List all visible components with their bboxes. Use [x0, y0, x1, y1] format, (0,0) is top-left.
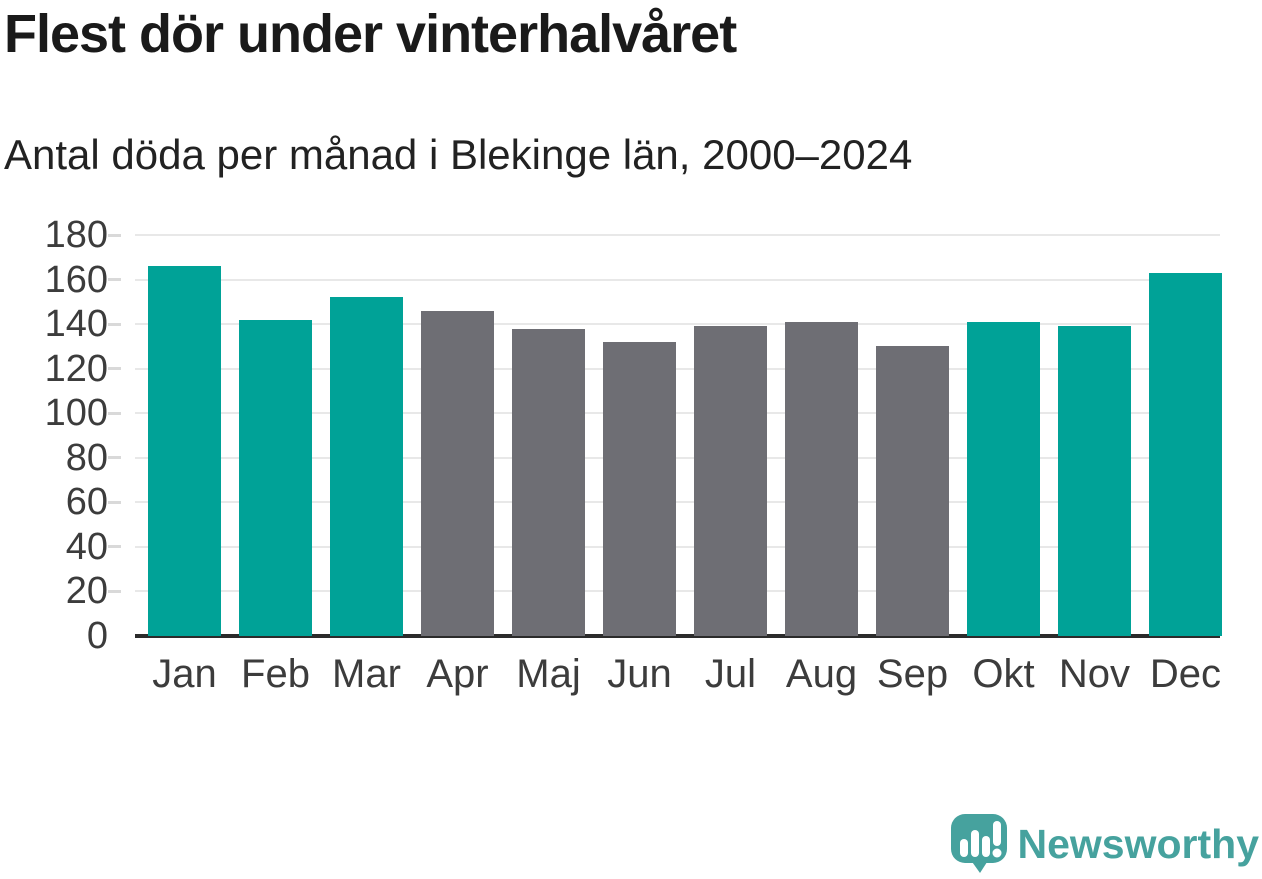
x-axis-line: [135, 634, 1220, 638]
y-tick-mark-120: [108, 367, 121, 371]
gridline-20: [135, 590, 1220, 593]
x-label-mar: Mar: [332, 652, 401, 696]
x-label-sep: Sep: [876, 652, 949, 696]
x-label-jun: Jun: [607, 652, 672, 696]
x-label-nov: Nov: [1058, 652, 1131, 696]
gridline-80: [135, 456, 1220, 459]
y-tick-mark-60: [108, 500, 121, 504]
bar-dec: [1149, 273, 1222, 636]
y-tick-label-40: 40: [65, 525, 108, 568]
y-tick-mark-80: [108, 456, 121, 460]
y-tick-label-140: 140: [44, 303, 108, 346]
chart-title: Flest dör under vinterhalvåret: [4, 4, 737, 64]
x-label-aug: Aug: [785, 652, 858, 696]
gridline-100: [135, 412, 1220, 415]
x-label-jul: Jul: [704, 652, 757, 696]
gridline-180: [135, 234, 1220, 236]
bar-series: [148, 235, 1222, 636]
y-tick-mark-40: [108, 545, 121, 549]
x-axis-labels: Jan Feb Mar Apr Maj Jun Jul Aug Sep Okt Nov Dec: [148, 650, 1222, 698]
bar-jun: [603, 342, 676, 636]
y-tick-mark-160: [108, 278, 121, 282]
y-tick-mark-20: [108, 589, 121, 593]
bar-maj: [512, 329, 585, 636]
newsworthy-bubble-bar-chart-icon: [950, 814, 1007, 873]
x-label-maj: Maj: [516, 652, 581, 696]
y-tick-label-120: 120: [44, 347, 108, 390]
x-label-okt: Okt: [972, 652, 1035, 696]
newsworthy-logo-text: Newsworthy: [1017, 820, 1260, 867]
x-label-jan: Jan: [152, 652, 217, 696]
bar-mar: [330, 297, 403, 636]
bar-sep: [876, 346, 949, 636]
y-tick-label-0: 0: [86, 615, 108, 657]
bar-nov: [1058, 326, 1131, 636]
bar-jul: [694, 326, 767, 636]
x-label-dec: Dec: [1149, 652, 1222, 696]
bar-apr: [421, 311, 494, 636]
x-label-feb: Feb: [241, 652, 310, 696]
y-tick-mark-180: [108, 233, 121, 237]
y-tick-mark-140: [108, 322, 121, 326]
gridline-120: [135, 367, 1220, 370]
gridline-40: [135, 545, 1220, 548]
x-label-apr: Apr: [426, 652, 489, 696]
footer-branding: Newsworthy: [950, 813, 1260, 874]
y-tick-label-60: 60: [65, 481, 108, 524]
y-tick-label-180: 180: [44, 214, 108, 256]
y-tick-label-20: 20: [65, 570, 108, 613]
bar-aug: [785, 322, 858, 636]
bar-okt: [967, 322, 1040, 636]
chart-subtitle: Antal döda per månad i Blekinge län, 200…: [4, 131, 913, 178]
gridline-160: [135, 278, 1220, 281]
y-tick-mark-100: [108, 411, 121, 415]
bar-jan: [148, 266, 221, 636]
gridline-140: [135, 323, 1220, 326]
y-tick-label-80: 80: [65, 436, 108, 479]
y-tick-label-100: 100: [44, 392, 108, 435]
bar-feb: [239, 320, 312, 636]
y-tick-label-160: 160: [44, 258, 108, 301]
gridline-60: [135, 501, 1220, 504]
